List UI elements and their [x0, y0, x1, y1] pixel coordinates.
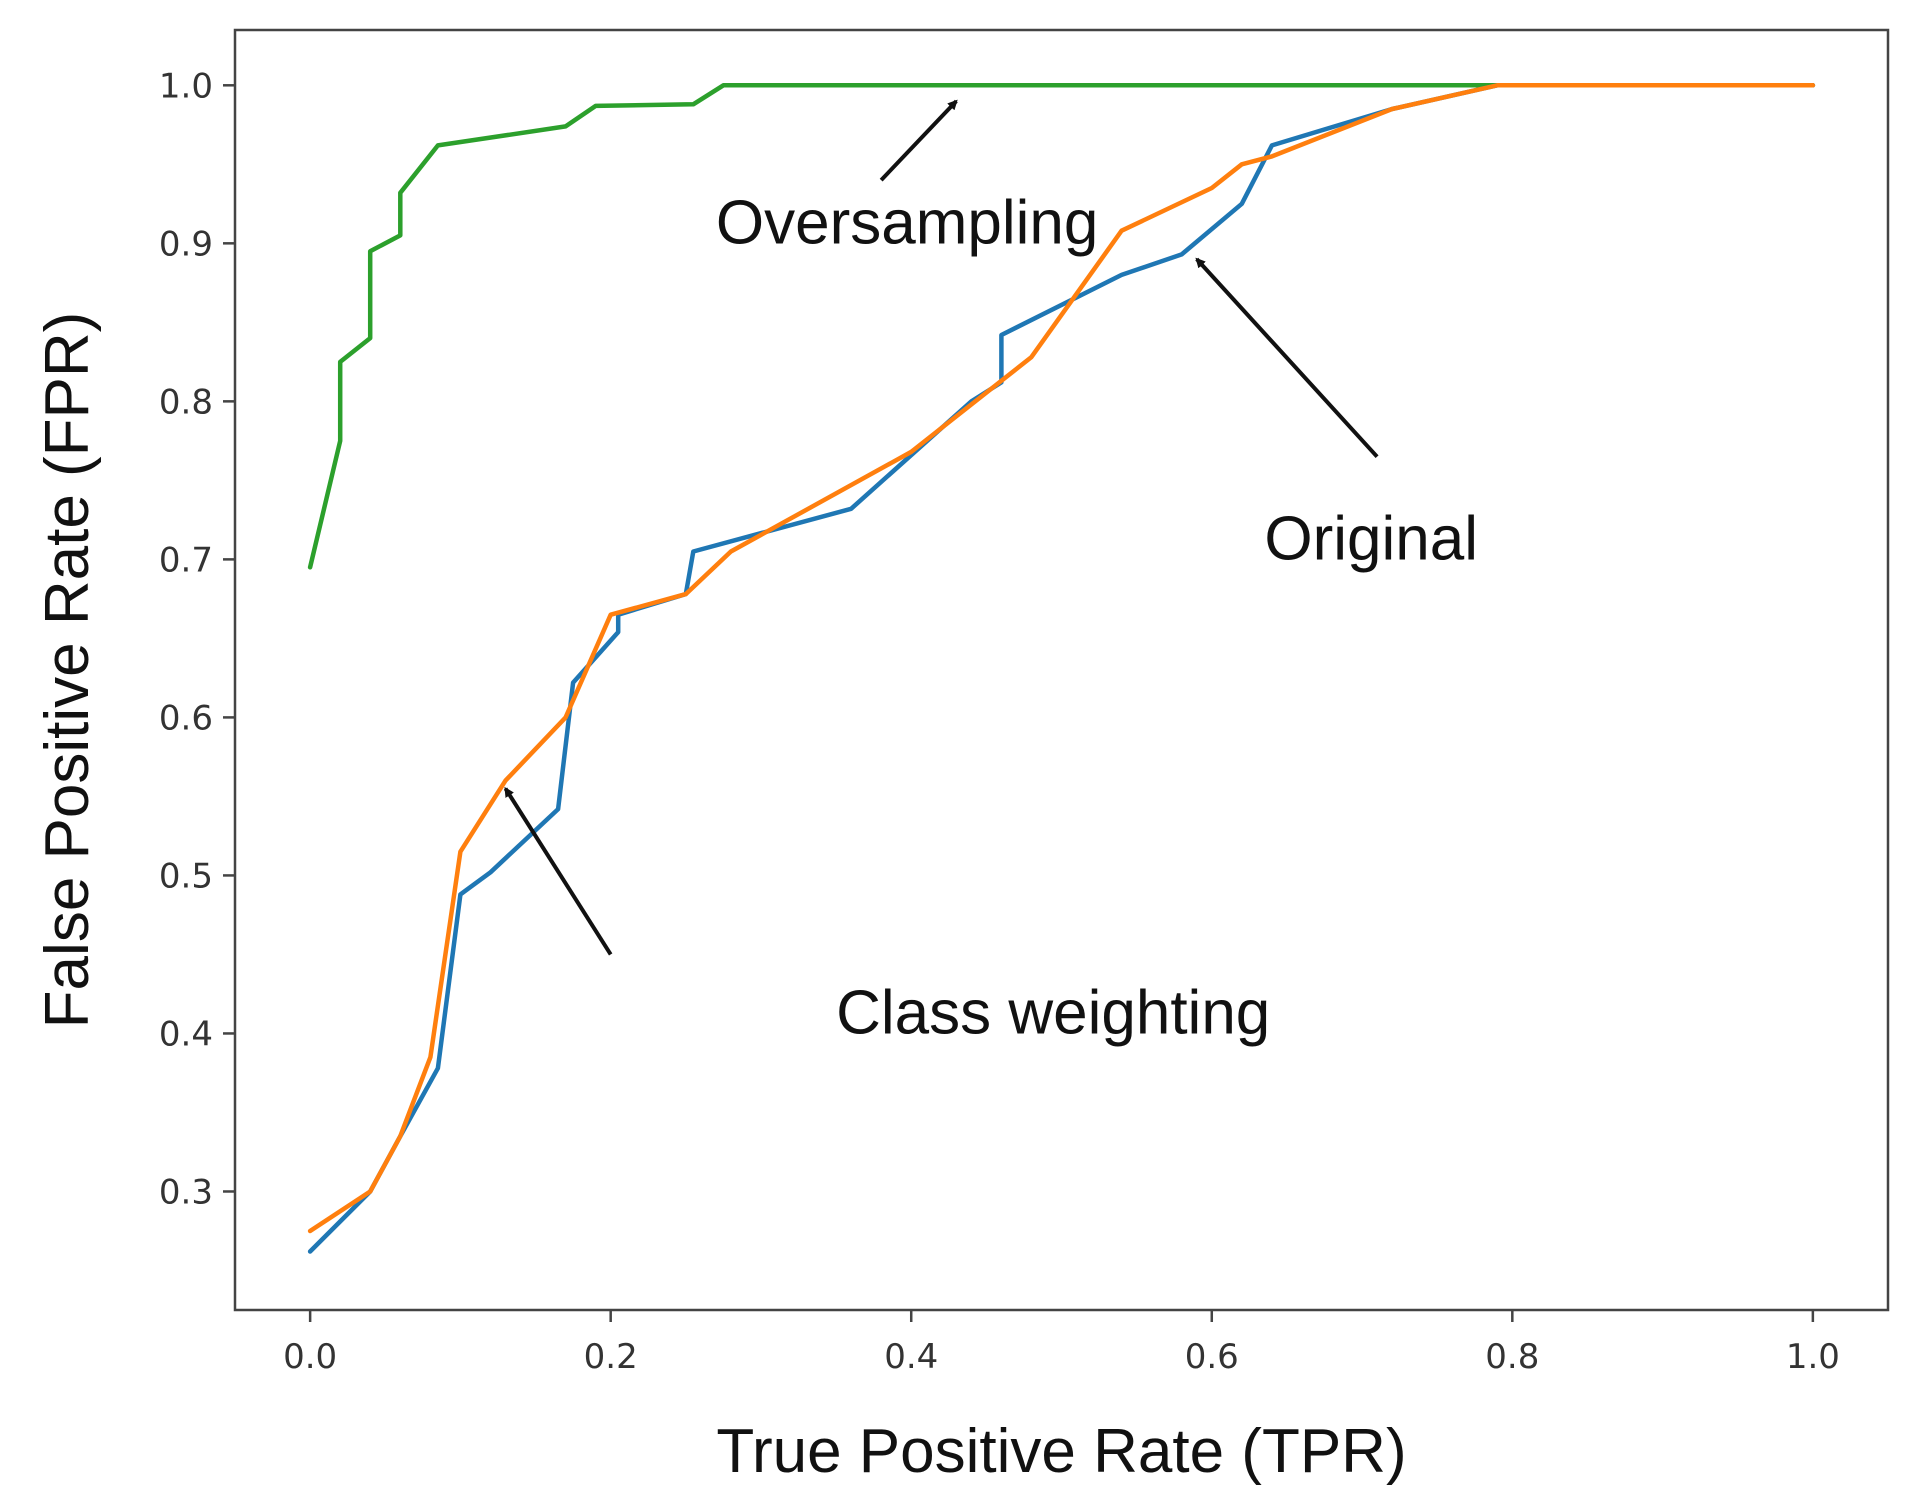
x-tick-label: 0.4	[884, 1337, 938, 1377]
annotation-class-weighting-arrow	[503, 786, 613, 956]
x-tick-label: 1.0	[1786, 1337, 1840, 1377]
y-tick-label: 0.4	[159, 1014, 213, 1054]
x-axis-label: True Positive Rate (TPR)	[716, 1417, 1406, 1486]
class-weighting-line	[307, 83, 1816, 1234]
y-tick-label: 0.9	[159, 224, 213, 264]
y-tick-label: 0.5	[159, 856, 213, 896]
y-axis-label: False Positive Rate (FPR)	[33, 312, 102, 1029]
plot-frame	[233, 28, 1890, 1312]
y-tick-label: 0.8	[159, 382, 213, 422]
y-tick-label: 0.7	[159, 540, 213, 580]
annotation-original: Original	[1264, 504, 1478, 573]
annotation-class-weighting: Class weighting	[836, 978, 1270, 1047]
x-tick-label: 0.2	[584, 1337, 638, 1377]
y-tick-label: 0.6	[159, 698, 213, 738]
y-tick-label: 1.0	[159, 66, 213, 106]
x-tick-label: 0.0	[283, 1337, 337, 1377]
annotation-oversampling-arrow	[879, 99, 958, 182]
y-tick-label: 0.3	[159, 1172, 213, 1212]
original-line	[307, 83, 1816, 1254]
plot-area: 0.0 0.2 0.4 0.6 0.8 1.0 0.3 0.4 0.5 0.6 0.7 0.8 0.9 1…	[159, 28, 1890, 1377]
x-tick-label: 0.6	[1185, 1337, 1239, 1377]
oversampling-line	[307, 83, 1816, 570]
annotation-oversampling: Oversampling	[716, 188, 1098, 257]
annotation-original-arrow	[1195, 257, 1379, 459]
x-tick-label: 0.8	[1485, 1337, 1539, 1377]
